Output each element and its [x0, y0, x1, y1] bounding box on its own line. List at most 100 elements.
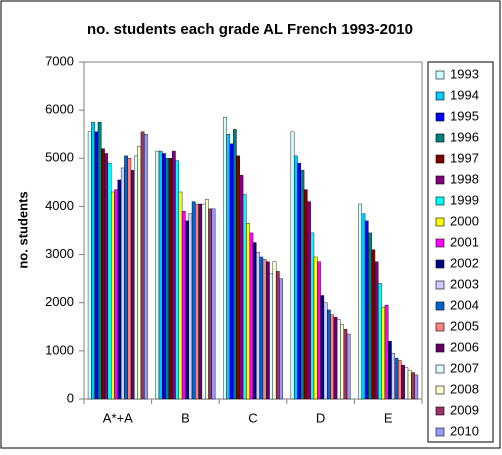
- bar: [371, 249, 376, 400]
- legend-swatch: [435, 112, 445, 122]
- legend-swatch: [435, 154, 445, 164]
- legend-swatch: [435, 427, 445, 437]
- bar: [117, 179, 122, 400]
- y-axis-label: no. students: [15, 191, 30, 268]
- bar: [171, 150, 176, 400]
- legend-swatch: [435, 280, 445, 290]
- bar: [269, 273, 274, 400]
- bar: [124, 155, 128, 400]
- bar: [358, 203, 362, 400]
- bar: [340, 324, 344, 400]
- legend-label: 1996: [450, 129, 479, 144]
- legend-label: 1998: [450, 171, 479, 186]
- bar: [300, 170, 305, 400]
- bar: [414, 374, 419, 400]
- bar: [343, 328, 348, 400]
- bar: [211, 208, 216, 400]
- legend-swatch: [435, 322, 445, 332]
- bar: [397, 360, 402, 400]
- legend-swatch: [435, 70, 445, 80]
- bar: [272, 261, 277, 400]
- bar: [252, 242, 257, 400]
- bar: [223, 117, 227, 400]
- bar: [368, 232, 372, 400]
- legend-swatch: [435, 238, 445, 248]
- bar: [165, 158, 170, 400]
- legend-swatch: [435, 133, 445, 143]
- bar: [201, 203, 206, 400]
- legend-label: 1997: [450, 150, 479, 165]
- legend-swatch: [435, 217, 445, 227]
- legend: [427, 61, 494, 443]
- bar: [110, 191, 115, 400]
- bar: [232, 129, 237, 400]
- bar: [198, 203, 203, 400]
- legend-label: 2000: [450, 213, 479, 228]
- bar: [290, 131, 295, 400]
- bar: [327, 309, 331, 400]
- bar: [94, 131, 99, 400]
- bar: [333, 316, 338, 400]
- bar: [381, 307, 386, 400]
- bar: [411, 372, 415, 400]
- legend-label: 1999: [450, 192, 479, 207]
- legend-label: 2005: [450, 318, 479, 333]
- bar: [162, 153, 166, 400]
- bar: [259, 256, 264, 400]
- bar: [120, 167, 125, 400]
- x-tick-label: C: [248, 410, 257, 425]
- bar: [191, 201, 196, 400]
- bar: [394, 357, 399, 400]
- bar: [320, 295, 325, 400]
- bar: [346, 333, 351, 400]
- bar: [195, 203, 199, 400]
- bar: [144, 134, 148, 400]
- bar: [208, 208, 213, 400]
- bar: [127, 158, 132, 400]
- y-tick-label: 7000: [45, 53, 74, 68]
- legend-label: 1994: [450, 87, 479, 102]
- legend-swatch: [435, 406, 445, 416]
- legend-swatch: [435, 343, 445, 353]
- legend-label: 2010: [450, 423, 479, 438]
- bar: [388, 341, 392, 400]
- bar: [91, 121, 95, 400]
- bar: [168, 158, 173, 400]
- bar: [134, 155, 138, 400]
- bar: [275, 271, 280, 400]
- bar: [229, 143, 234, 400]
- x-tick-label: D: [316, 410, 325, 425]
- legend-label: 2008: [450, 381, 479, 396]
- bar: [364, 220, 369, 400]
- legend-label: 2009: [450, 402, 479, 417]
- legend-swatch: [435, 259, 445, 269]
- y-tick-label: 5000: [45, 150, 74, 165]
- bar: [323, 302, 328, 400]
- bar: [330, 314, 335, 400]
- y-tick-label: 1000: [45, 342, 74, 357]
- bar: [137, 146, 142, 400]
- bar: [140, 131, 145, 400]
- legend-swatch: [435, 301, 445, 311]
- bar: [266, 261, 270, 400]
- legend-label: 1995: [450, 108, 479, 123]
- legend-label: 2003: [450, 276, 479, 291]
- y-tick-label: 3000: [45, 246, 74, 261]
- bar: [256, 251, 260, 400]
- bar: [384, 304, 389, 400]
- bar: [293, 155, 298, 400]
- bar: [313, 256, 318, 400]
- bar: [236, 155, 240, 400]
- x-tick-label: E: [384, 410, 393, 425]
- legend-label: 2007: [450, 360, 479, 375]
- legend-swatch: [435, 175, 445, 185]
- legend-swatch: [435, 385, 445, 395]
- bar: [317, 261, 321, 400]
- y-tick-label: 4000: [45, 198, 74, 213]
- bar: [407, 369, 412, 400]
- bar: [246, 223, 250, 400]
- bar: [87, 131, 92, 400]
- bar: [297, 162, 301, 400]
- x-tick-label: A*+A: [103, 410, 133, 425]
